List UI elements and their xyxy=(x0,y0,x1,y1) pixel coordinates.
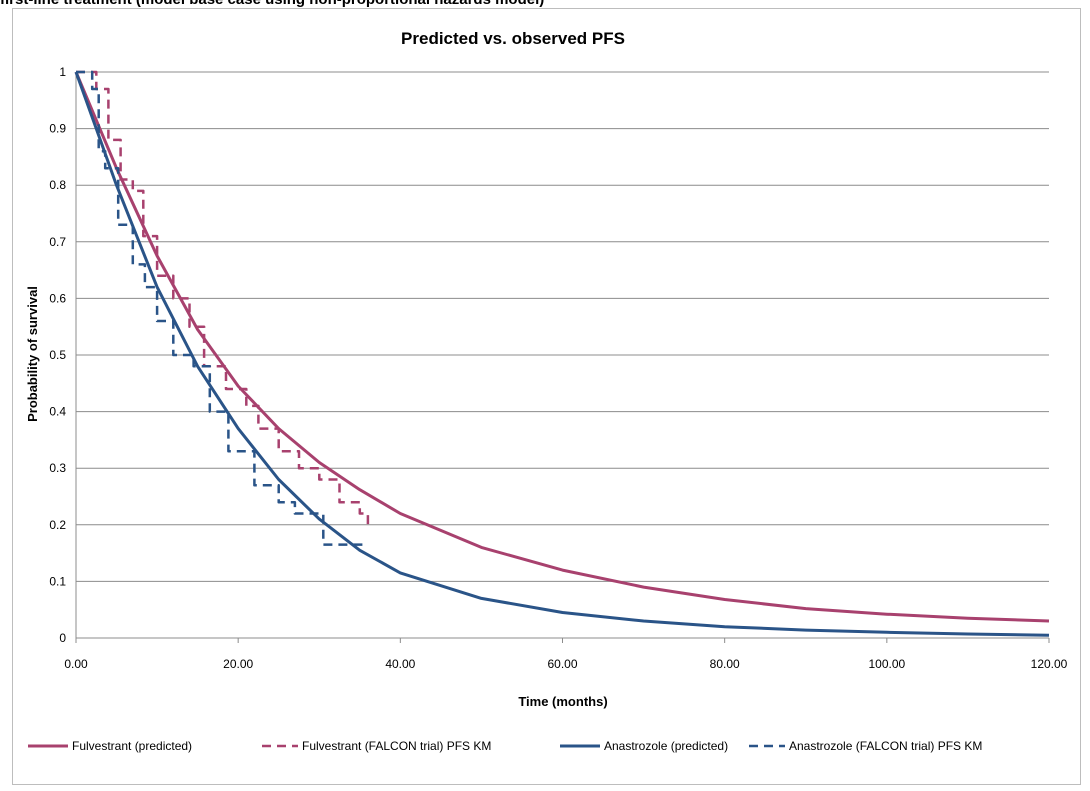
x-tick-label: 40.00 xyxy=(385,657,415,671)
chart-title: Predicted vs. observed PFS xyxy=(401,29,625,48)
x-tick-label: 120.00 xyxy=(1031,657,1068,671)
axes xyxy=(75,72,1050,643)
series-line-3 xyxy=(74,71,1050,637)
y-tick-label: 1 xyxy=(59,65,66,79)
y-tick-label: 0.1 xyxy=(49,574,66,588)
y-tick-label: 0 xyxy=(59,631,66,645)
legend-label-1: Fulvestrant (predicted) xyxy=(72,739,192,753)
series-lines xyxy=(74,70,1050,637)
legend-label-3: Anastrozole (predicted) xyxy=(604,739,728,753)
x-tick-label: 20.00 xyxy=(223,657,253,671)
figure-caption: first-line treatment (model base case us… xyxy=(0,0,544,8)
x-tick-label: 100.00 xyxy=(868,657,905,671)
y-tick-label: 0.4 xyxy=(49,405,66,419)
y-tick-label: 0.3 xyxy=(49,461,66,475)
y-tick-label: 0.5 xyxy=(49,348,66,362)
gridlines xyxy=(76,71,1049,582)
y-tick-label: 0.8 xyxy=(49,178,66,192)
legend-label-2: Fulvestrant (FALCON trial) PFS KM xyxy=(302,739,491,753)
y-tick-label: 0.7 xyxy=(49,235,66,249)
legend-label-4: Anastrozole (FALCON trial) PFS KM xyxy=(789,739,982,753)
y-axis-label: Probability of survival xyxy=(25,286,40,422)
y-tick-label: 0.6 xyxy=(49,291,66,305)
series-line-4 xyxy=(76,70,368,546)
chart-frame xyxy=(12,8,1081,785)
y-tick-label: 0.2 xyxy=(49,518,66,532)
x-axis-label: Time (months) xyxy=(518,694,607,709)
x-tick-label: 60.00 xyxy=(547,657,577,671)
y-tick-labels: 0 0.1 0.2 0.3 0.4 0.5 0.6 0.7 0.8 0.9 1 xyxy=(49,65,66,645)
x-tick-label: 0.00 xyxy=(64,657,88,671)
series-line-1 xyxy=(74,71,1050,623)
y-tick-label: 0.9 xyxy=(49,122,66,136)
x-tick-labels: 0.00 20.00 40.00 60.00 80.00 100.00 120.00 xyxy=(64,657,1067,671)
legend: Fulvestrant (predicted) Fulvestrant (FALC… xyxy=(28,739,982,753)
x-tick-label: 80.00 xyxy=(710,657,740,671)
